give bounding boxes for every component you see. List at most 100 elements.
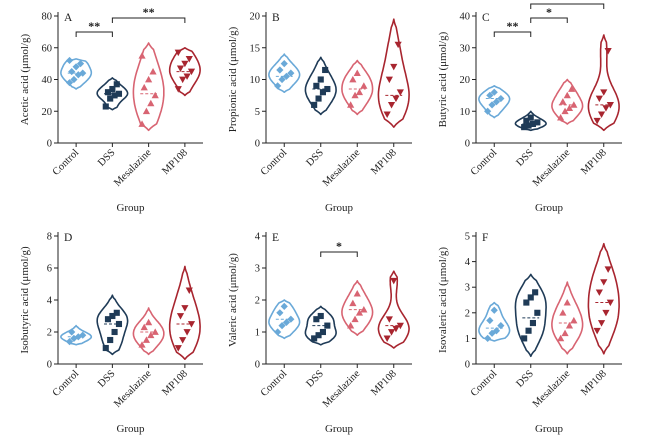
data-point xyxy=(70,75,78,84)
x-tick-label: Control xyxy=(51,368,82,399)
violin-dss xyxy=(304,56,337,116)
panel-c: 0 10 20 30 40 C Butyric acid (μmol/g) Group Cont… xyxy=(437,0,622,214)
y-tick-label: 1 xyxy=(255,328,260,339)
data-point xyxy=(602,309,610,317)
y-tick-label: 80 xyxy=(42,12,53,23)
data-point xyxy=(278,75,286,84)
data-point xyxy=(113,309,120,316)
y-axis-title: Isobutyric acid (μmol/g) xyxy=(19,246,31,354)
x-tick-label: DSS xyxy=(304,368,326,390)
x-tick-label: DSS xyxy=(514,368,536,390)
x-tick-label: Mesalazine xyxy=(531,147,573,189)
y-tick-label: 2 xyxy=(255,296,260,307)
data-point xyxy=(179,76,187,84)
violin-outline xyxy=(377,18,410,128)
significance-label: * xyxy=(546,5,552,19)
data-point xyxy=(390,277,398,285)
violin-dss xyxy=(96,294,129,356)
bracket-line xyxy=(530,3,605,9)
violin-mp108 xyxy=(168,47,201,97)
data-point xyxy=(145,75,153,83)
data-point xyxy=(385,76,393,84)
data-point xyxy=(187,68,196,76)
data-point xyxy=(147,99,155,107)
data-point xyxy=(387,329,396,336)
panel-e: 0 1 2 3 4 E Valeric acid (μmol/g) Group Control D… xyxy=(227,232,412,435)
y-tick-label: 0 xyxy=(465,360,470,371)
data-point xyxy=(383,111,391,119)
data-point xyxy=(280,302,288,310)
data-point xyxy=(176,313,185,320)
data-point xyxy=(174,345,182,352)
bracket-line xyxy=(75,31,113,37)
violin-outline xyxy=(60,58,93,90)
violin-outline xyxy=(304,56,337,116)
data-point xyxy=(392,325,400,333)
x-axis-title: Group xyxy=(535,423,564,435)
x-tick-label: DSS xyxy=(304,147,326,169)
data-point xyxy=(276,309,284,317)
data-point xyxy=(570,316,578,324)
data-point xyxy=(561,107,569,115)
data-point xyxy=(140,323,148,331)
violin-outline xyxy=(268,299,301,340)
panel-letter: A xyxy=(64,12,73,24)
data-point xyxy=(187,321,196,328)
data-point xyxy=(385,316,393,323)
x-tick-label: MP108 xyxy=(579,368,609,398)
violin-outline xyxy=(268,53,301,93)
data-point xyxy=(347,322,355,329)
violin-mp108 xyxy=(587,242,620,355)
data-point xyxy=(68,67,76,76)
data-point xyxy=(181,305,189,312)
y-tick-label: 0 xyxy=(255,360,260,371)
violin-mesalazine xyxy=(341,59,374,116)
violin-outline xyxy=(551,78,584,125)
y-tick-label: 8 xyxy=(47,232,52,243)
data-point xyxy=(183,73,191,80)
data-point xyxy=(353,290,361,297)
data-point xyxy=(179,337,187,344)
violin-control xyxy=(60,324,93,346)
violin-outline xyxy=(341,280,374,336)
violin-dss xyxy=(304,305,337,346)
x-axis-title: Group xyxy=(325,423,354,435)
data-point xyxy=(280,60,288,68)
panel-a: 0 20 40 60 80 A Acetic acid (μmol/g) Group Contr… xyxy=(19,5,203,214)
data-point xyxy=(282,318,291,326)
data-point xyxy=(138,341,146,348)
x-tick-label: Mesalazine xyxy=(112,368,154,410)
y-tick-label: 0 xyxy=(465,139,470,150)
data-point xyxy=(396,89,404,96)
y-tick-label: 40 xyxy=(460,12,471,23)
data-point xyxy=(396,322,404,330)
data-point xyxy=(600,279,608,286)
data-point xyxy=(392,95,400,103)
y-tick-label: 5 xyxy=(465,232,470,243)
y-tick-label: 3 xyxy=(255,264,260,275)
data-point xyxy=(593,327,601,335)
data-point xyxy=(107,336,114,344)
violin-outline xyxy=(304,305,337,346)
significance-bracket: ** xyxy=(75,19,113,37)
data-point xyxy=(349,75,357,83)
y-tick-label: 20 xyxy=(250,12,261,23)
data-point xyxy=(383,335,391,342)
data-point xyxy=(527,114,534,121)
x-tick-label: Control xyxy=(469,147,500,178)
x-tick-label: DSS xyxy=(514,147,536,169)
data-point xyxy=(557,334,565,342)
panel-d: 0 2 4 6 8 D Isobutyric acid (μmol/g) Group Contr… xyxy=(19,232,203,435)
x-tick-label: DSS xyxy=(96,368,118,390)
x-tick-label: Control xyxy=(469,368,500,399)
data-point xyxy=(563,91,571,99)
data-point xyxy=(65,79,74,87)
significance-label: ** xyxy=(143,5,155,19)
data-point xyxy=(606,102,614,109)
data-point xyxy=(355,309,364,316)
data-point xyxy=(521,335,528,342)
data-point xyxy=(142,336,151,343)
data-point xyxy=(274,328,282,336)
violin-dss xyxy=(514,273,547,358)
